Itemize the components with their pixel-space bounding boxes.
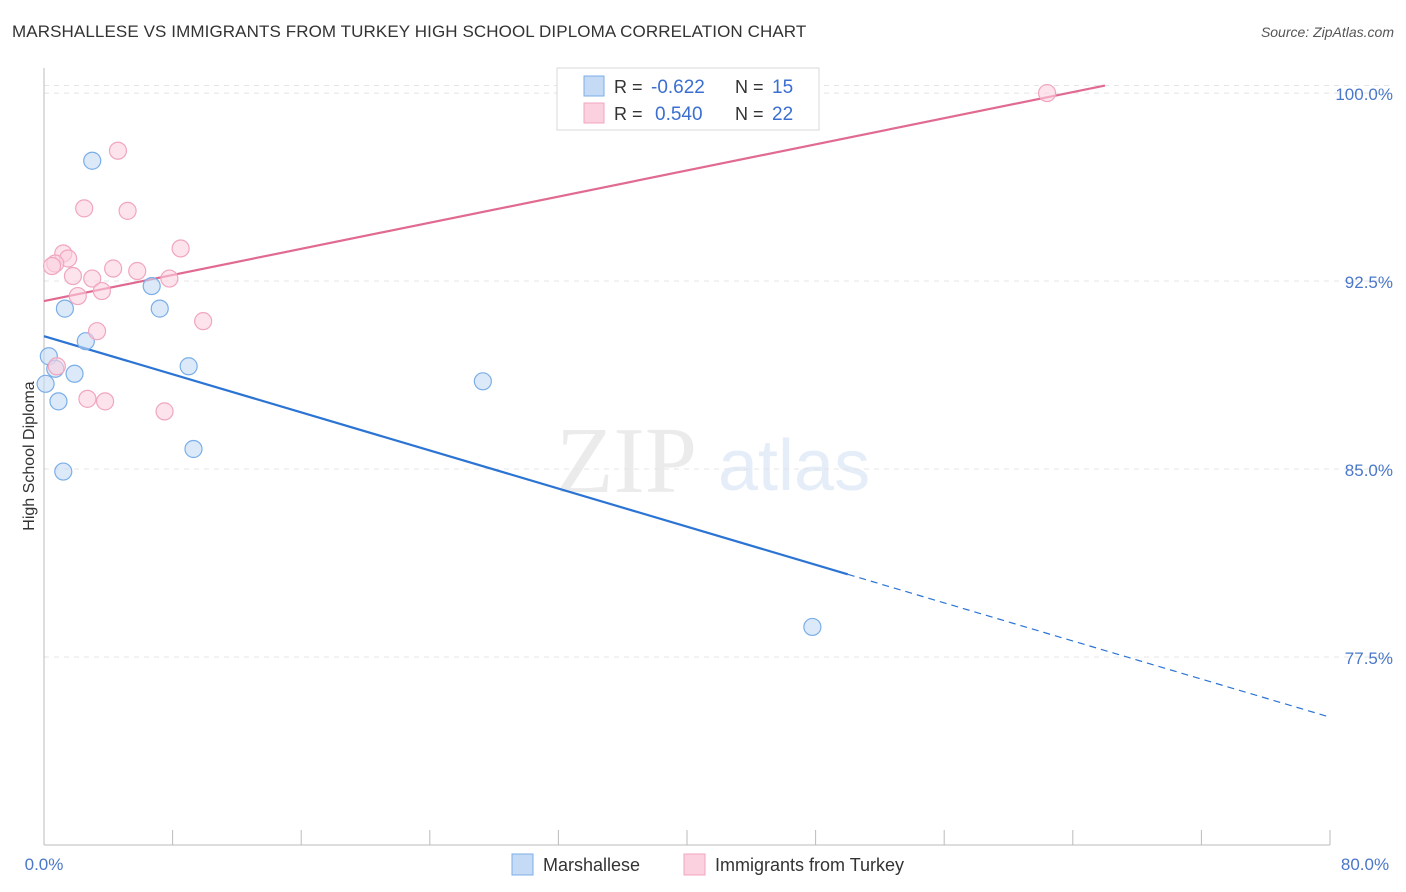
trend-line-1 (43, 84, 1106, 303)
bottom-legend-label-turkey: Immigrants from Turkey (715, 855, 904, 875)
source-credit: Source: ZipAtlas.com (1260, 24, 1394, 40)
x-axis-ticks (43, 830, 1331, 845)
legend-n-value-0: 15 (772, 77, 793, 98)
point-marshallese-7 (65, 364, 84, 383)
point-turkey-1 (75, 199, 94, 218)
watermark-atlas: atlas (718, 426, 870, 506)
bottom-legend-swatch-turkey (683, 853, 706, 876)
point-turkey-21 (1037, 83, 1057, 103)
point-turkey-19 (95, 392, 115, 411)
point-marshallese-9 (36, 374, 55, 393)
point-turkey-10 (63, 266, 83, 286)
legend-swatch-marshallese (583, 75, 605, 97)
y-tick-label-2: 85.0% (1345, 461, 1393, 480)
legend-n-label-0: N = (735, 77, 764, 97)
chart-title: MARSHALLESE VS IMMIGRANTS FROM TURKEY HI… (12, 22, 807, 41)
correlation-legend: R = -0.622 N = 15 R = 0.540 N = 22 (556, 67, 820, 131)
bottom-legend-swatch-marshallese (511, 853, 534, 876)
x-tick-label-max: 80.0% (1341, 855, 1389, 874)
y-axis-title: High School Diploma (21, 381, 38, 531)
point-marshallese-3 (142, 276, 161, 296)
point-turkey-20 (155, 402, 174, 421)
point-turkey-2 (118, 201, 137, 220)
legend-r-value-1: 0.540 (655, 104, 703, 125)
legend-r-label-0: R = (614, 77, 643, 97)
point-turkey-16 (87, 322, 107, 341)
gridlines (44, 85, 1390, 658)
data-points (36, 83, 1057, 637)
point-turkey-17 (47, 357, 66, 376)
bottom-legend-label-marshallese: Marshallese (543, 855, 640, 875)
point-marshallese-4 (150, 299, 169, 318)
point-turkey-7 (171, 239, 190, 258)
y-tick-label-3: 77.5% (1345, 649, 1393, 668)
y-tick-label-1: 92.5% (1345, 273, 1393, 292)
point-turkey-9 (128, 261, 147, 281)
series-legend: Marshallese Immigrants from Turkey (511, 853, 904, 876)
x-tick-label-min: 0.0% (25, 855, 64, 874)
point-turkey-6 (42, 256, 62, 276)
point-marshallese-1 (55, 299, 74, 318)
point-turkey-15 (194, 312, 213, 331)
watermark-zip: ZIP (556, 409, 697, 513)
legend-n-value-1: 22 (772, 104, 793, 125)
legend-r-value-0: -0.622 (651, 77, 705, 98)
y-axis-tick-labels: 100.0% 92.5% 85.0% 77.5% (1335, 85, 1393, 668)
point-marshallese-10 (49, 392, 68, 411)
point-turkey-18 (78, 389, 97, 408)
legend-n-label-1: N = (735, 104, 764, 124)
trend-line-0 (43, 335, 849, 576)
point-marshallese-14 (803, 617, 822, 637)
point-turkey-13 (68, 286, 87, 306)
legend-swatch-turkey (583, 102, 605, 124)
point-marshallese-0 (83, 151, 102, 170)
y-tick-label-0: 100.0% (1335, 85, 1393, 104)
point-turkey-8 (104, 259, 123, 278)
point-marshallese-13 (473, 372, 492, 391)
legend-r-label-1: R = (614, 104, 643, 124)
point-marshallese-11 (54, 462, 73, 481)
point-marshallese-12 (184, 439, 203, 459)
trend-line-ext-0 (847, 573, 1331, 718)
point-turkey-12 (160, 269, 179, 288)
trend-lines (43, 84, 1331, 718)
point-turkey-0 (108, 141, 128, 160)
point-turkey-11 (83, 269, 102, 288)
watermark: ZIP atlas (556, 409, 870, 513)
point-marshallese-8 (179, 357, 198, 376)
point-turkey-14 (92, 281, 111, 301)
